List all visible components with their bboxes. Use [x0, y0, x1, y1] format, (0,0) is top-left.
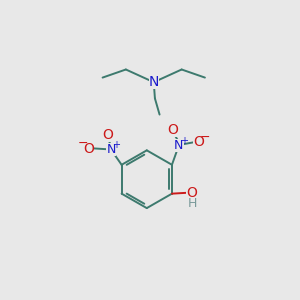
Text: −: − — [200, 131, 210, 144]
Text: O: O — [186, 185, 197, 200]
Text: O: O — [193, 135, 204, 149]
Text: O: O — [102, 128, 113, 142]
Text: N: N — [174, 139, 184, 152]
Text: −: − — [77, 137, 88, 150]
Text: H: H — [188, 197, 198, 210]
Text: O: O — [84, 142, 94, 156]
Text: N: N — [106, 143, 116, 156]
Text: +: + — [112, 140, 120, 150]
Text: +: + — [180, 136, 188, 146]
Text: O: O — [168, 123, 178, 137]
Text: N: N — [148, 75, 159, 89]
